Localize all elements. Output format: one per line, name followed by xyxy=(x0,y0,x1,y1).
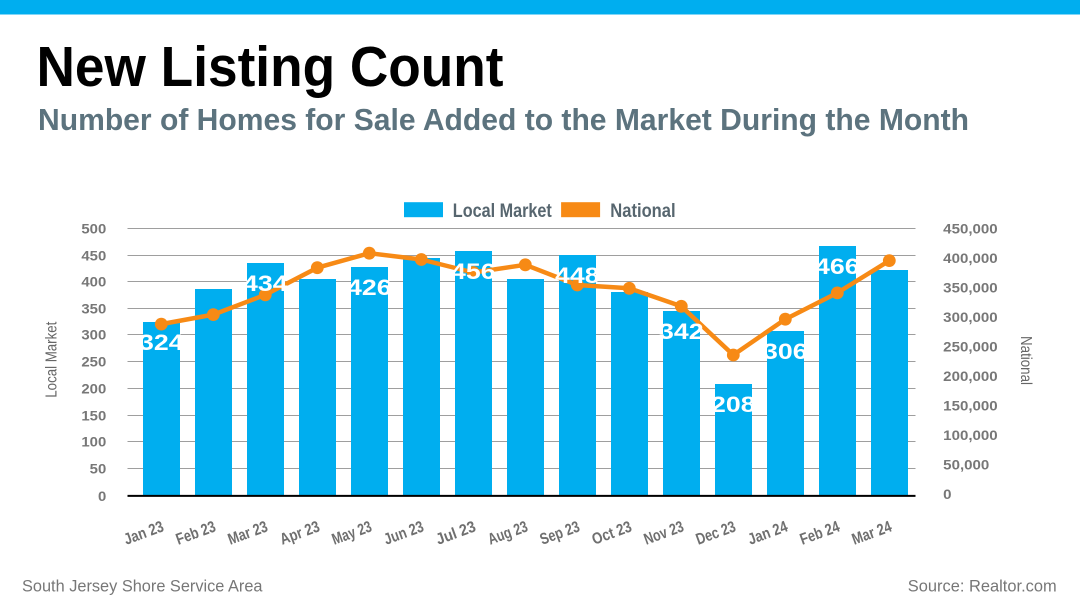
svg-text:250,000: 250,000 xyxy=(943,340,998,355)
svg-text:50,000: 50,000 xyxy=(943,458,989,473)
svg-text:208: 208 xyxy=(711,392,756,417)
svg-text:342: 342 xyxy=(659,319,704,344)
svg-text:400,000: 400,000 xyxy=(943,251,998,266)
svg-text:National: National xyxy=(610,201,675,222)
svg-text:South Jersey Shore Service Are: South Jersey Shore Service Area xyxy=(22,578,263,596)
svg-text:300,000: 300,000 xyxy=(943,310,998,325)
svg-text:306: 306 xyxy=(763,339,808,364)
svg-text:350,000: 350,000 xyxy=(943,281,998,296)
svg-text:466: 466 xyxy=(815,254,860,279)
svg-text:456: 456 xyxy=(451,259,496,284)
svg-text:324: 324 xyxy=(139,330,184,355)
svg-text:426: 426 xyxy=(347,275,392,300)
svg-text:Source: Realtor.com: Source: Realtor.com xyxy=(908,578,1057,596)
svg-text:500: 500 xyxy=(81,221,106,236)
svg-text:100: 100 xyxy=(81,434,106,449)
svg-text:200,000: 200,000 xyxy=(943,369,998,384)
svg-text:450,000: 450,000 xyxy=(943,222,998,237)
svg-text:New Listing Count: New Listing Count xyxy=(37,35,504,99)
svg-text:Local Market: Local Market xyxy=(44,321,61,398)
svg-text:150,000: 150,000 xyxy=(943,399,998,414)
svg-text:Local Market: Local Market xyxy=(453,201,553,222)
svg-text:Number of Homes for Sale Added: Number of Homes for Sale Added to the Ma… xyxy=(38,102,969,137)
svg-text:434: 434 xyxy=(243,271,288,296)
svg-text:250: 250 xyxy=(81,354,106,369)
svg-text:0: 0 xyxy=(943,487,952,502)
svg-text:0: 0 xyxy=(98,489,107,504)
svg-text:450: 450 xyxy=(81,248,106,263)
svg-text:National: National xyxy=(1017,336,1034,385)
svg-text:100,000: 100,000 xyxy=(943,428,998,443)
svg-text:200: 200 xyxy=(81,381,106,396)
svg-text:350: 350 xyxy=(81,301,106,316)
svg-text:50: 50 xyxy=(90,461,107,476)
svg-text:448: 448 xyxy=(555,263,600,288)
svg-text:400: 400 xyxy=(81,274,106,289)
svg-text:300: 300 xyxy=(81,327,106,342)
svg-text:150: 150 xyxy=(81,408,106,423)
